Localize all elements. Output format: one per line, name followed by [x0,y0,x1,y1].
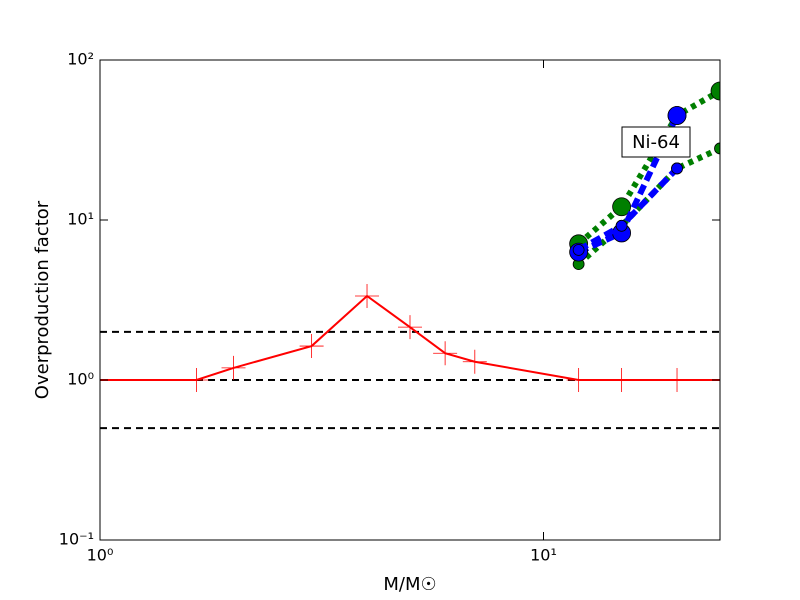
marker [572,244,585,256]
marker [671,162,683,175]
marker [609,368,634,392]
marker [665,368,690,392]
y-axis-label: Overproduction factor [32,200,53,399]
marker [710,81,720,101]
marker [462,349,487,374]
marker [221,355,246,380]
marker [615,219,628,232]
series-line [576,88,720,247]
series-line [576,145,720,267]
marker [184,368,209,392]
x-axis-label: M/M☉ [383,574,436,595]
marker [355,283,380,308]
marker [714,142,720,155]
x-tick-label: 10¹ [530,546,557,565]
frame [99,59,721,541]
y-tick-label: 10² [67,50,94,69]
marker [299,334,324,359]
marker [433,341,458,366]
plot-area [100,81,720,430]
marker [667,106,687,125]
marker [612,197,632,217]
y-tick-label: 10¹ [67,210,94,229]
x-tick-label: 10⁰ [87,546,114,565]
annotation: Ni-64 [632,132,680,153]
y-tick-label: 10⁰ [67,370,94,389]
marker [566,368,591,392]
marker [398,315,422,340]
annotation-box [621,126,691,158]
y-tick-label: 10⁻¹ [59,530,94,549]
